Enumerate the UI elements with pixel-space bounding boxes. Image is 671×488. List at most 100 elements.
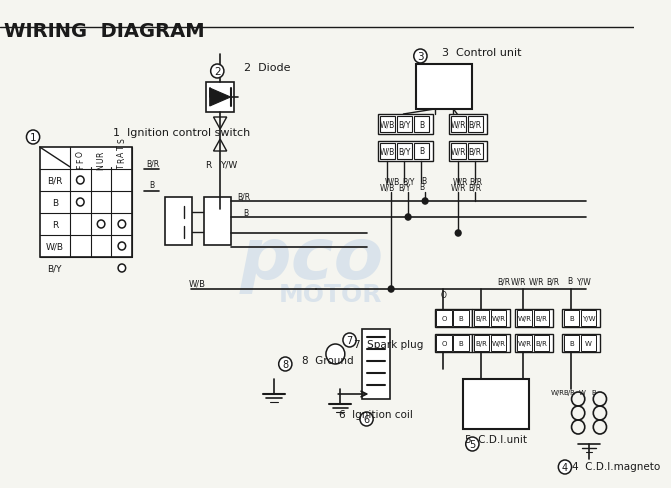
Text: W/R: W/R (450, 147, 466, 156)
Text: W/B: W/B (380, 147, 395, 156)
Text: R: R (52, 220, 58, 229)
FancyBboxPatch shape (515, 309, 553, 327)
Text: B/Y: B/Y (398, 147, 411, 156)
Text: B: B (419, 147, 424, 156)
Polygon shape (210, 89, 231, 107)
FancyBboxPatch shape (517, 310, 532, 326)
Circle shape (466, 437, 479, 451)
Text: WIRING  DIAGRAM: WIRING DIAGRAM (4, 22, 205, 41)
Circle shape (76, 199, 84, 206)
Text: B/R: B/R (468, 147, 482, 156)
Text: B: B (569, 315, 574, 321)
FancyBboxPatch shape (436, 310, 452, 326)
Text: 3: 3 (417, 52, 423, 62)
Text: B: B (419, 183, 424, 192)
Circle shape (118, 264, 125, 272)
Text: W: W (585, 340, 592, 346)
Text: MOTOR: MOTOR (279, 283, 382, 306)
FancyBboxPatch shape (362, 329, 390, 399)
Text: 7: 7 (346, 335, 353, 346)
FancyBboxPatch shape (564, 335, 579, 351)
FancyBboxPatch shape (533, 310, 549, 326)
Text: W/R: W/R (452, 177, 468, 186)
Text: B: B (421, 177, 427, 186)
Text: B/R: B/R (497, 277, 510, 286)
Text: 8  Ground: 8 Ground (303, 355, 354, 365)
FancyBboxPatch shape (581, 335, 596, 351)
Text: Y/W: Y/W (582, 315, 595, 321)
Text: W/R: W/R (492, 315, 506, 321)
FancyBboxPatch shape (436, 335, 452, 351)
Text: 1: 1 (30, 133, 36, 142)
Text: F: F (76, 158, 85, 163)
FancyBboxPatch shape (397, 117, 412, 133)
FancyBboxPatch shape (472, 334, 510, 352)
Text: 3  Control unit: 3 Control unit (442, 48, 521, 58)
FancyBboxPatch shape (515, 334, 553, 352)
Text: 1  Ignition control switch: 1 Ignition control switch (113, 128, 250, 138)
FancyBboxPatch shape (449, 115, 486, 135)
Text: T: T (117, 164, 126, 169)
Text: pco: pco (240, 225, 384, 294)
Text: N: N (97, 164, 105, 169)
Text: 4: 4 (562, 462, 568, 472)
Text: B/Y: B/Y (398, 183, 411, 192)
Text: B/Y: B/Y (402, 177, 414, 186)
Text: A: A (117, 151, 126, 156)
Text: B/R: B/R (476, 315, 488, 321)
Text: B: B (567, 277, 572, 286)
FancyBboxPatch shape (564, 310, 579, 326)
Text: B/R: B/R (468, 120, 482, 129)
FancyBboxPatch shape (451, 143, 466, 160)
Text: W/B: W/B (46, 242, 64, 251)
Text: R: R (205, 160, 211, 169)
FancyBboxPatch shape (454, 335, 468, 351)
FancyBboxPatch shape (491, 310, 507, 326)
Text: B: B (459, 315, 464, 321)
Text: B/Y: B/Y (48, 264, 62, 273)
Text: 2  Diode: 2 Diode (244, 63, 291, 73)
FancyBboxPatch shape (468, 143, 482, 160)
FancyBboxPatch shape (165, 198, 192, 245)
Circle shape (405, 215, 411, 221)
Text: 6  Ignition coil: 6 Ignition coil (339, 409, 413, 419)
FancyBboxPatch shape (380, 117, 395, 133)
FancyBboxPatch shape (40, 148, 132, 258)
Text: O: O (442, 315, 447, 321)
Text: W/R: W/R (450, 183, 466, 192)
Text: B/R: B/R (546, 277, 559, 286)
FancyBboxPatch shape (435, 309, 472, 327)
Text: B/R: B/R (535, 315, 548, 321)
FancyBboxPatch shape (581, 310, 596, 326)
Circle shape (326, 345, 345, 364)
Text: O: O (442, 340, 447, 346)
Text: O: O (76, 151, 85, 157)
Text: Y/W: Y/W (220, 160, 238, 169)
FancyBboxPatch shape (449, 142, 486, 162)
Text: B: B (150, 181, 154, 190)
Circle shape (414, 50, 427, 64)
Text: W/B: W/B (380, 183, 395, 192)
FancyBboxPatch shape (378, 115, 433, 135)
Text: B/R: B/R (564, 389, 576, 395)
Text: 4  C.D.I.magneto: 4 C.D.I.magneto (572, 461, 660, 471)
Text: W/R: W/R (517, 315, 531, 321)
Circle shape (422, 199, 428, 204)
Text: 5: 5 (469, 439, 476, 449)
Text: 2: 2 (214, 67, 221, 77)
Text: W: W (578, 389, 585, 395)
Text: B: B (52, 198, 58, 207)
FancyBboxPatch shape (533, 335, 549, 351)
Text: B/R: B/R (237, 192, 250, 201)
Text: F: F (76, 164, 85, 169)
Text: B/R: B/R (47, 176, 62, 185)
Circle shape (360, 412, 373, 426)
FancyBboxPatch shape (517, 335, 532, 351)
Text: W/B: W/B (384, 177, 400, 186)
Text: W/B: W/B (380, 120, 395, 129)
Text: W/B: W/B (189, 279, 206, 288)
Circle shape (26, 131, 40, 145)
Circle shape (558, 460, 572, 474)
Text: B: B (243, 208, 248, 217)
Text: B/R: B/R (146, 159, 160, 168)
